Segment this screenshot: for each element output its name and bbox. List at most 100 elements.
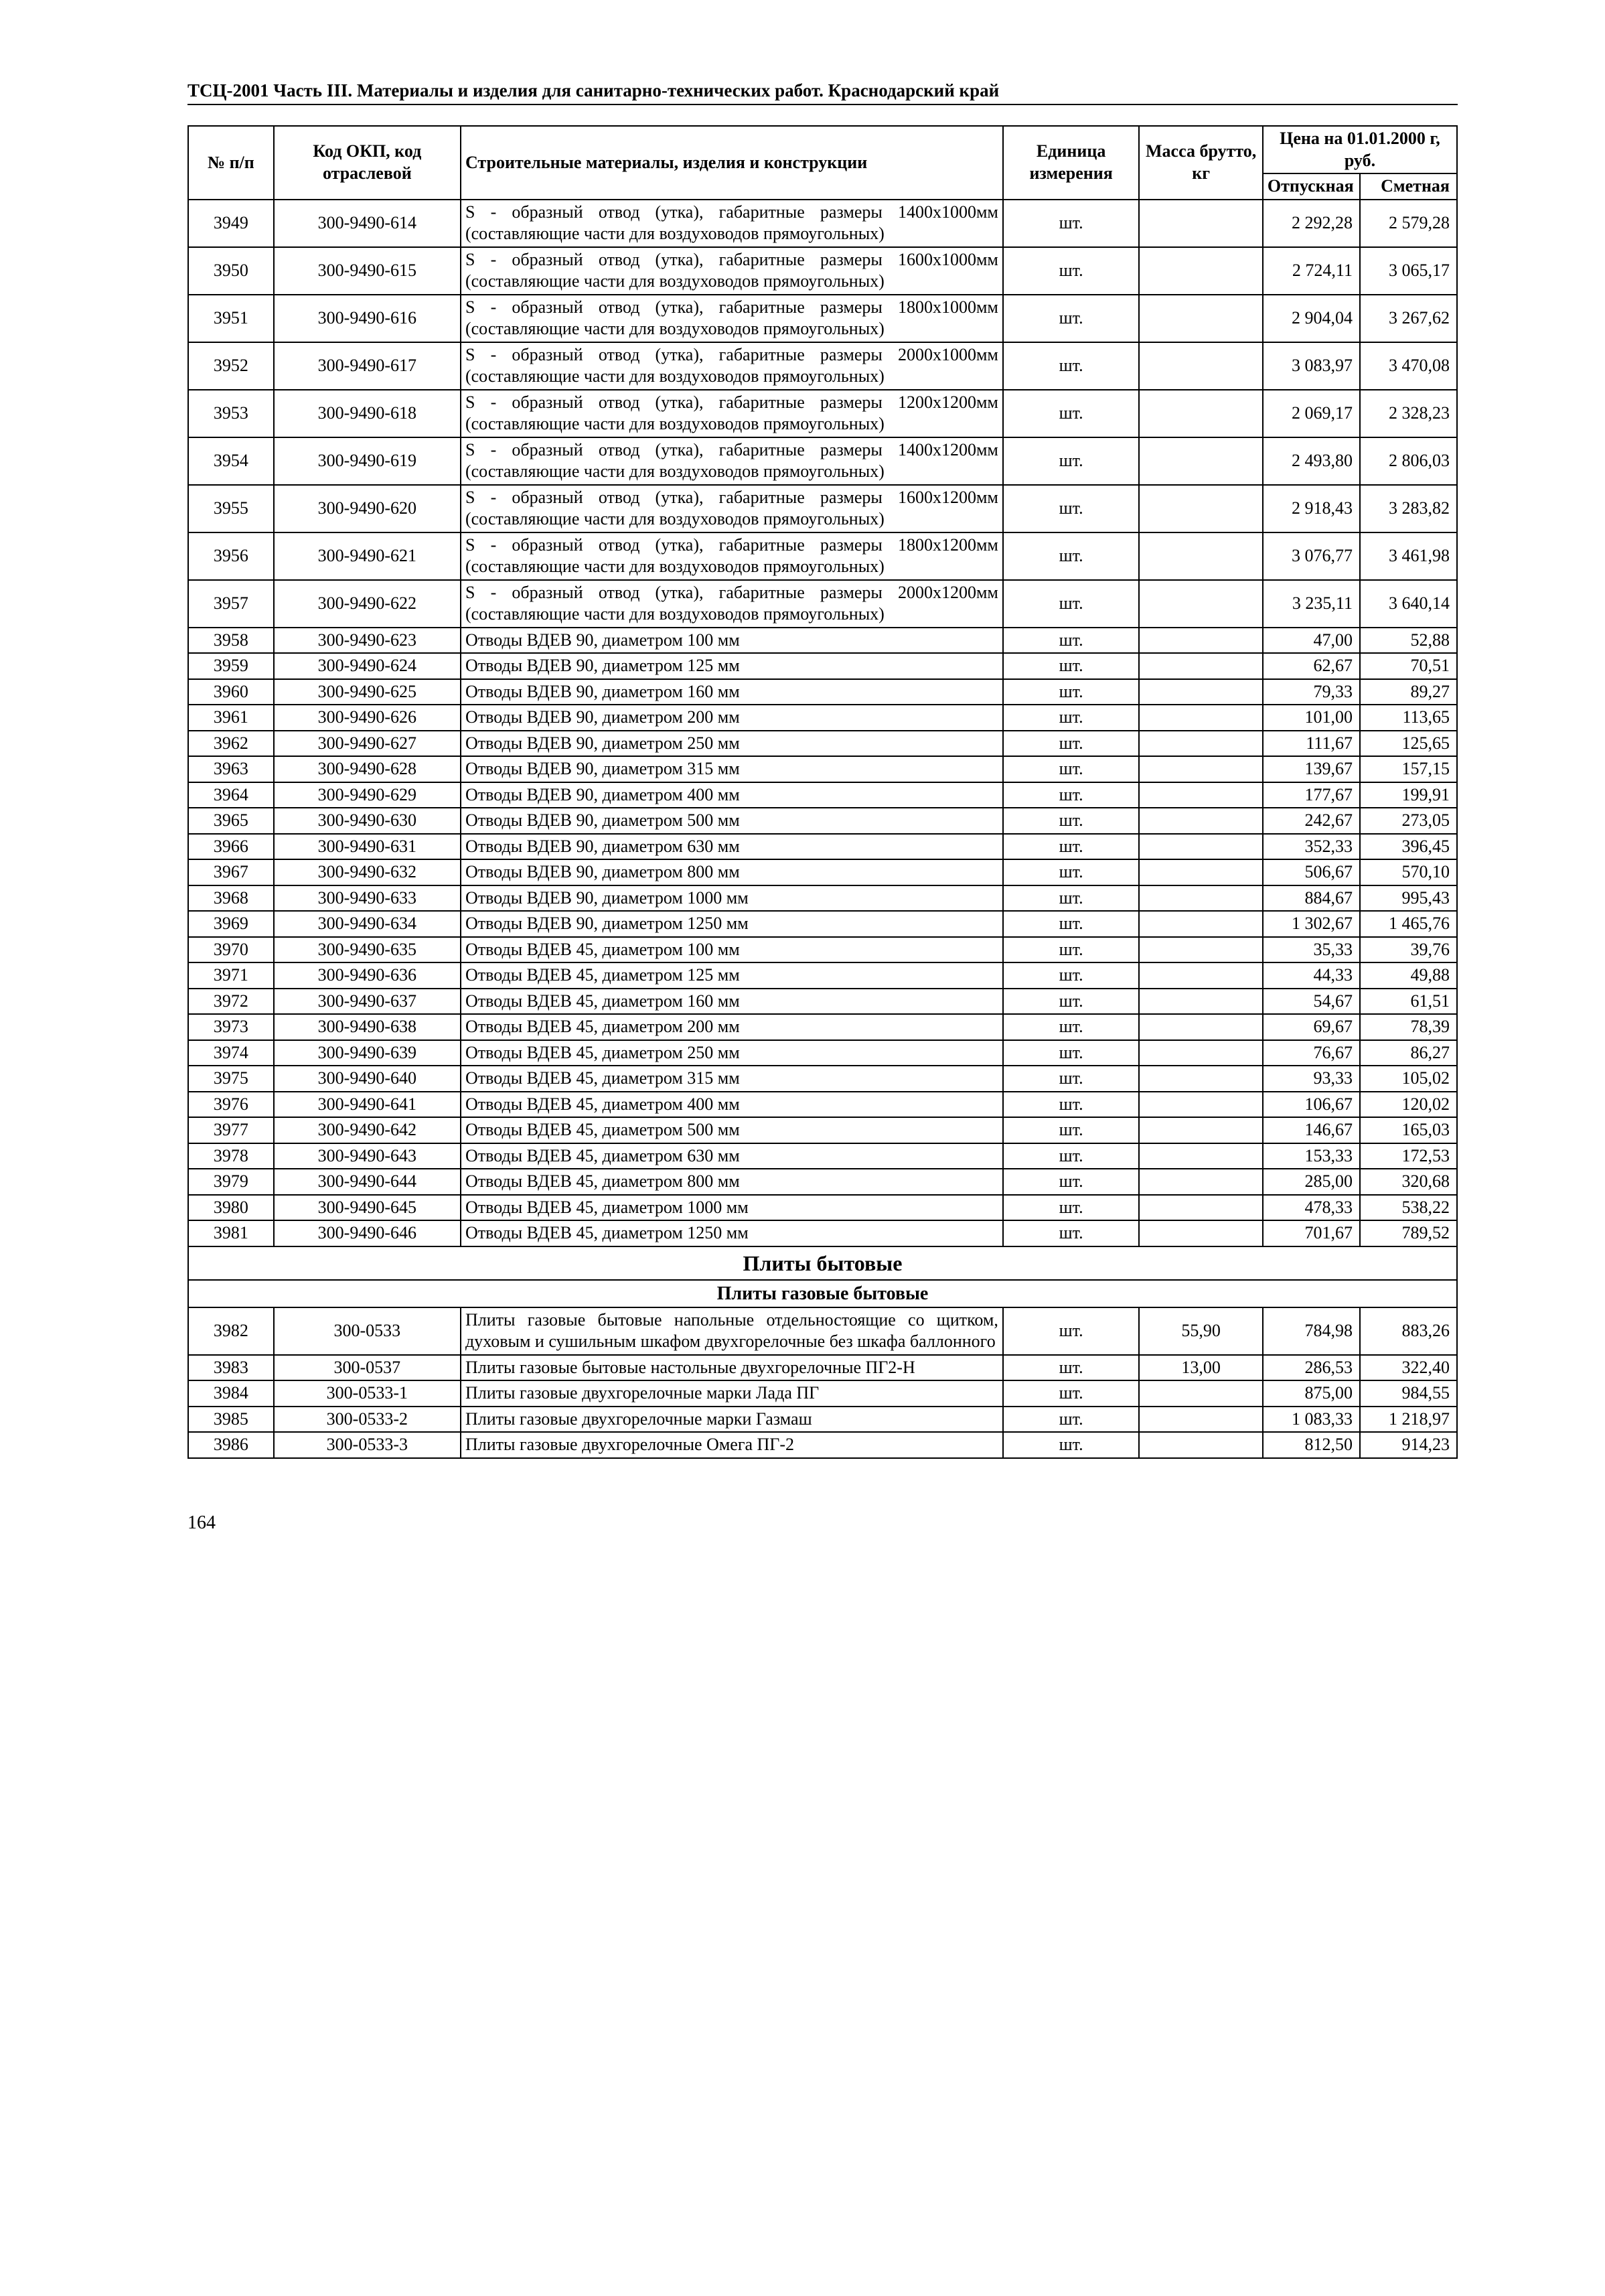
- cell-price-estimate: 70,51: [1360, 653, 1457, 679]
- cell-num: 3984: [188, 1380, 274, 1407]
- table-body: 3949300-9490-614S - образный отвод (утка…: [188, 200, 1457, 1458]
- cell-desc: Отводы ВДЕВ 90, диаметром 500 мм: [461, 808, 1003, 834]
- cell-mass: [1139, 1040, 1263, 1066]
- cell-price-estimate: 320,68: [1360, 1169, 1457, 1195]
- table-row: 3952300-9490-617S - образный отвод (утка…: [188, 342, 1457, 390]
- cell-desc: Отводы ВДЕВ 45, диаметром 400 мм: [461, 1092, 1003, 1118]
- cell-price-estimate: 39,76: [1360, 937, 1457, 963]
- cell-unit: шт.: [1003, 390, 1140, 437]
- cell-code: 300-0533-2: [274, 1407, 461, 1433]
- cell-mass: [1139, 808, 1263, 834]
- cell-price-estimate: 984,55: [1360, 1380, 1457, 1407]
- table-row: 3950300-9490-615S - образный отвод (утка…: [188, 247, 1457, 295]
- cell-price-estimate: 120,02: [1360, 1092, 1457, 1118]
- cell-code: 300-9490-637: [274, 989, 461, 1015]
- cell-unit: шт.: [1003, 628, 1140, 654]
- cell-num: 3986: [188, 1432, 274, 1458]
- cell-price-estimate: 2 579,28: [1360, 200, 1457, 247]
- cell-unit: шт.: [1003, 1195, 1140, 1221]
- cell-code: 300-9490-631: [274, 834, 461, 860]
- cell-price-release: 1 302,67: [1263, 911, 1360, 937]
- cell-price-release: 35,33: [1263, 937, 1360, 963]
- cell-num: 3965: [188, 808, 274, 834]
- table-row: 3970300-9490-635Отводы ВДЕВ 45, диаметро…: [188, 937, 1457, 963]
- cell-mass: [1139, 390, 1263, 437]
- cell-unit: шт.: [1003, 1014, 1140, 1040]
- cell-desc: S - образный отвод (утка), габаритные ра…: [461, 485, 1003, 532]
- cell-unit: шт.: [1003, 1307, 1140, 1355]
- th-mass: Масса брутто, кг: [1139, 126, 1263, 200]
- cell-num: 3974: [188, 1040, 274, 1066]
- cell-num: 3982: [188, 1307, 274, 1355]
- cell-mass: [1139, 532, 1263, 580]
- cell-price-release: 76,67: [1263, 1040, 1360, 1066]
- cell-price-estimate: 883,26: [1360, 1307, 1457, 1355]
- cell-mass: [1139, 1407, 1263, 1433]
- cell-desc: Отводы ВДЕВ 90, диаметром 800 мм: [461, 859, 1003, 885]
- cell-code: 300-9490-633: [274, 885, 461, 912]
- table-row: 3967300-9490-632Отводы ВДЕВ 90, диаметро…: [188, 859, 1457, 885]
- cell-desc: S - образный отвод (утка), габаритные ра…: [461, 390, 1003, 437]
- cell-price-release: 242,67: [1263, 808, 1360, 834]
- table-head: № п/п Код ОКП, код отраслевой Строительн…: [188, 126, 1457, 200]
- table-row: 3963300-9490-628Отводы ВДЕВ 90, диаметро…: [188, 756, 1457, 782]
- th-desc: Строительные материалы, изделия и констр…: [461, 126, 1003, 200]
- cell-desc: Отводы ВДЕВ 90, диаметром 200 мм: [461, 705, 1003, 731]
- cell-price-estimate: 113,65: [1360, 705, 1457, 731]
- cell-price-release: 93,33: [1263, 1066, 1360, 1092]
- cell-desc: S - образный отвод (утка), габаритные ра…: [461, 247, 1003, 295]
- cell-unit: шт.: [1003, 731, 1140, 757]
- cell-price-release: 3 235,11: [1263, 580, 1360, 628]
- cell-code: 300-9490-634: [274, 911, 461, 937]
- cell-num: 3970: [188, 937, 274, 963]
- cell-price-estimate: 61,51: [1360, 989, 1457, 1015]
- cell-desc: Отводы ВДЕВ 90, диаметром 125 мм: [461, 653, 1003, 679]
- cell-code: 300-9490-638: [274, 1014, 461, 1040]
- cell-price-release: 2 904,04: [1263, 295, 1360, 342]
- cell-mass: [1139, 628, 1263, 654]
- cell-desc: Отводы ВДЕВ 45, диаметром 100 мм: [461, 937, 1003, 963]
- cell-price-estimate: 2 328,23: [1360, 390, 1457, 437]
- cell-price-estimate: 3 267,62: [1360, 295, 1457, 342]
- cell-desc: S - образный отвод (утка), габаритные ра…: [461, 200, 1003, 247]
- table-row: 3969300-9490-634Отводы ВДЕВ 90, диаметро…: [188, 911, 1457, 937]
- cell-code: 300-9490-632: [274, 859, 461, 885]
- cell-price-estimate: 570,10: [1360, 859, 1457, 885]
- cell-desc: Отводы ВДЕВ 90, диаметром 1250 мм: [461, 911, 1003, 937]
- cell-num: 3963: [188, 756, 274, 782]
- cell-desc: Отводы ВДЕВ 45, диаметром 1000 мм: [461, 1195, 1003, 1221]
- cell-num: 3971: [188, 962, 274, 989]
- cell-price-release: 101,00: [1263, 705, 1360, 731]
- th-price-estimate: Сметная: [1360, 173, 1457, 200]
- cell-unit: шт.: [1003, 342, 1140, 390]
- cell-price-estimate: 78,39: [1360, 1014, 1457, 1040]
- cell-price-estimate: 199,91: [1360, 782, 1457, 808]
- price-table: № п/п Код ОКП, код отраслевой Строительн…: [187, 125, 1458, 1459]
- cell-mass: [1139, 580, 1263, 628]
- cell-code: 300-9490-622: [274, 580, 461, 628]
- cell-mass: [1139, 1014, 1263, 1040]
- th-num: № п/п: [188, 126, 274, 200]
- cell-unit: шт.: [1003, 989, 1140, 1015]
- table-row: 3954300-9490-619S - образный отвод (утка…: [188, 437, 1457, 485]
- cell-price-release: 352,33: [1263, 834, 1360, 860]
- cell-desc: Отводы ВДЕВ 45, диаметром 200 мм: [461, 1014, 1003, 1040]
- cell-code: 300-9490-635: [274, 937, 461, 963]
- cell-mass: [1139, 885, 1263, 912]
- table-row: 3974300-9490-639Отводы ВДЕВ 45, диаметро…: [188, 1040, 1457, 1066]
- cell-mass: [1139, 962, 1263, 989]
- cell-price-release: 1 083,33: [1263, 1407, 1360, 1433]
- cell-price-release: 106,67: [1263, 1092, 1360, 1118]
- cell-price-release: 3 083,97: [1263, 342, 1360, 390]
- section-title: Плиты бытовые: [188, 1246, 1457, 1280]
- table-row: 3968300-9490-633Отводы ВДЕВ 90, диаметро…: [188, 885, 1457, 912]
- cell-desc: Плиты газовые двухгорелочные марки Лада …: [461, 1380, 1003, 1407]
- cell-mass: [1139, 937, 1263, 963]
- cell-price-estimate: 396,45: [1360, 834, 1457, 860]
- cell-mass: [1139, 342, 1263, 390]
- cell-num: 3961: [188, 705, 274, 731]
- cell-unit: шт.: [1003, 437, 1140, 485]
- cell-unit: шт.: [1003, 1355, 1140, 1381]
- cell-desc: Отводы ВДЕВ 90, диаметром 100 мм: [461, 628, 1003, 654]
- cell-mass: [1139, 731, 1263, 757]
